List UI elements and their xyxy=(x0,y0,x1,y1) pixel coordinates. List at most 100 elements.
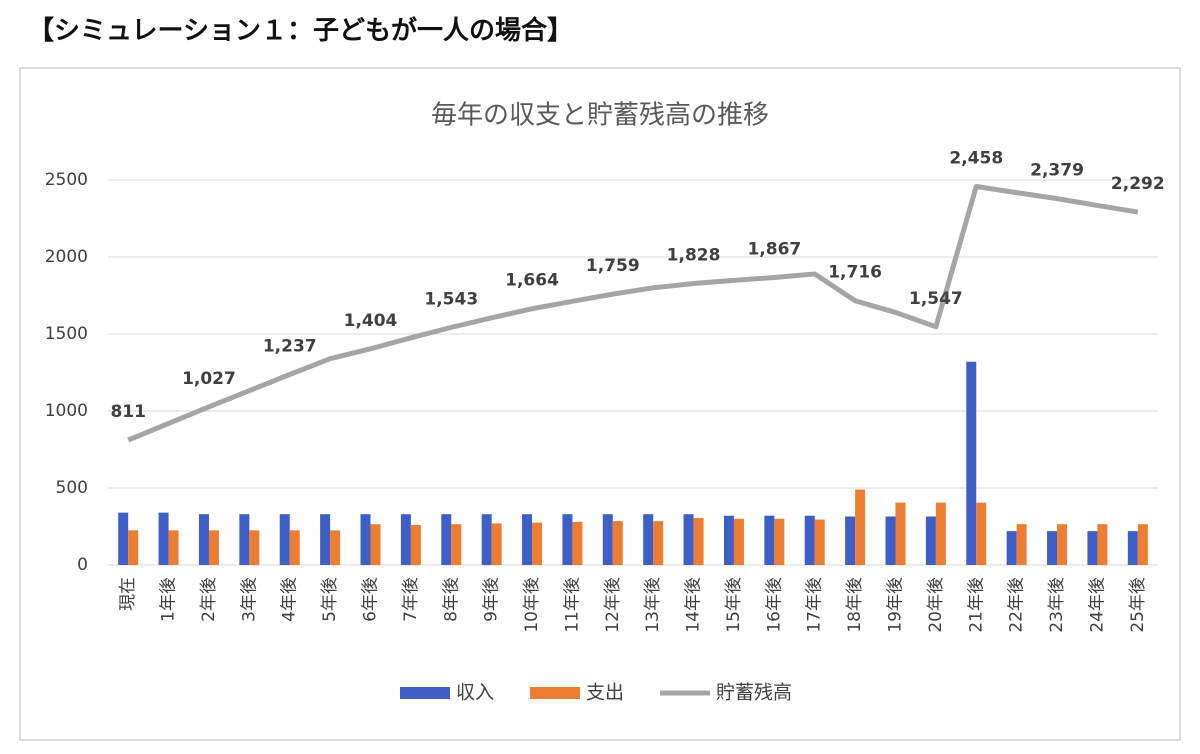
bar xyxy=(976,502,987,565)
x-tick-label: 14年後 xyxy=(684,577,704,633)
bar xyxy=(693,518,704,565)
x-tick-label: 20年後 xyxy=(926,577,946,633)
y-tick-label: 0 xyxy=(77,555,88,575)
x-tick-label: 10年後 xyxy=(522,577,542,633)
heading: 【シミュレーション１：子どもが一人の場合】 xyxy=(28,15,573,46)
legend-label: 収入 xyxy=(456,682,494,704)
x-tick-label: 4年後 xyxy=(280,577,300,622)
bar xyxy=(400,514,411,565)
x-tick-label: 8年後 xyxy=(441,577,461,622)
bar xyxy=(410,524,421,565)
chart-frame xyxy=(19,67,1181,741)
bar xyxy=(885,516,896,565)
x-tick-label: 2年後 xyxy=(199,577,219,622)
bar xyxy=(562,514,573,565)
chart-title: 毎年の収支と貯蓄残高の推移 xyxy=(431,101,769,131)
legend-swatch xyxy=(530,687,580,699)
x-tick-label: 22年後 xyxy=(1007,577,1027,633)
bar xyxy=(491,523,502,565)
bar xyxy=(441,514,452,565)
data-label: 1,716 xyxy=(828,263,882,283)
bar xyxy=(935,502,946,565)
bar xyxy=(612,521,623,565)
bar xyxy=(1047,531,1058,565)
y-tick-label: 2000 xyxy=(45,247,88,267)
bar xyxy=(279,514,290,565)
bar xyxy=(814,519,825,565)
bar xyxy=(1127,531,1138,565)
data-label: 1,547 xyxy=(909,289,963,309)
x-tick-label: 6年後 xyxy=(361,577,381,622)
x-tick-label: 5年後 xyxy=(320,577,340,622)
bar xyxy=(320,514,331,565)
x-tick-label: 11年後 xyxy=(562,577,582,633)
x-tick-label: 23年後 xyxy=(1047,577,1067,633)
bar xyxy=(895,502,906,565)
bar xyxy=(208,530,219,565)
y-tick-label: 1500 xyxy=(45,324,88,344)
bar xyxy=(1137,524,1148,565)
x-tick-label: 19年後 xyxy=(886,577,906,633)
x-tick-label: 25年後 xyxy=(1128,577,1148,633)
bar xyxy=(128,530,139,565)
bar xyxy=(683,514,694,565)
x-tick-label: 12年後 xyxy=(603,577,623,633)
bar xyxy=(1006,531,1017,565)
bar xyxy=(653,521,664,565)
bar xyxy=(966,361,977,565)
legend-label: 貯蓄残高 xyxy=(716,682,792,704)
bar xyxy=(845,516,856,565)
data-label: 1,828 xyxy=(667,245,721,265)
y-tick-label: 2500 xyxy=(45,170,88,190)
legend-swatch xyxy=(400,687,450,699)
x-tick-label: 7年後 xyxy=(401,577,421,622)
bar xyxy=(481,514,492,565)
x-tick-label: 13年後 xyxy=(643,577,663,633)
bar xyxy=(118,512,129,565)
bar xyxy=(643,514,654,565)
y-tick-label: 500 xyxy=(56,478,88,498)
x-tick-label: 現在 xyxy=(118,577,138,611)
bar xyxy=(925,516,936,565)
x-tick-label: 3年後 xyxy=(239,577,259,622)
bar xyxy=(239,514,250,565)
data-label: 1,237 xyxy=(263,337,317,357)
bar xyxy=(370,524,381,565)
bar xyxy=(158,512,169,565)
bar xyxy=(360,514,371,565)
data-label: 811 xyxy=(110,402,146,422)
bar xyxy=(451,524,462,565)
bar xyxy=(1057,524,1068,565)
x-tick-label: 16年後 xyxy=(764,577,784,633)
bar xyxy=(1097,524,1108,565)
bar xyxy=(249,530,260,565)
data-label: 1,759 xyxy=(586,256,640,276)
bar xyxy=(572,521,583,565)
data-label: 1,404 xyxy=(344,311,398,331)
bar xyxy=(723,515,734,565)
x-tick-label: 21年後 xyxy=(966,577,986,633)
x-tick-label: 18年後 xyxy=(845,577,865,633)
data-label: 1,543 xyxy=(424,289,478,309)
data-label: 1,027 xyxy=(182,369,236,389)
x-tick-label: 9年後 xyxy=(482,577,502,622)
x-tick-label: 17年後 xyxy=(805,577,825,633)
data-label: 1,664 xyxy=(505,271,559,291)
bar xyxy=(1087,531,1098,565)
data-label: 2,292 xyxy=(1111,174,1165,194)
data-label: 1,867 xyxy=(747,239,801,259)
bar xyxy=(855,489,866,565)
bar xyxy=(602,514,613,565)
x-tick-label: 24年後 xyxy=(1087,577,1107,633)
x-tick-label: 15年後 xyxy=(724,577,744,633)
bar xyxy=(330,530,341,565)
bar xyxy=(198,514,209,565)
bar xyxy=(522,514,533,565)
legend-label: 支出 xyxy=(586,682,624,704)
bar xyxy=(168,530,179,565)
bar xyxy=(532,522,543,565)
line xyxy=(127,183,1139,443)
bar xyxy=(1016,524,1027,565)
data-label: 2,458 xyxy=(949,148,1003,168)
bar xyxy=(733,518,744,565)
